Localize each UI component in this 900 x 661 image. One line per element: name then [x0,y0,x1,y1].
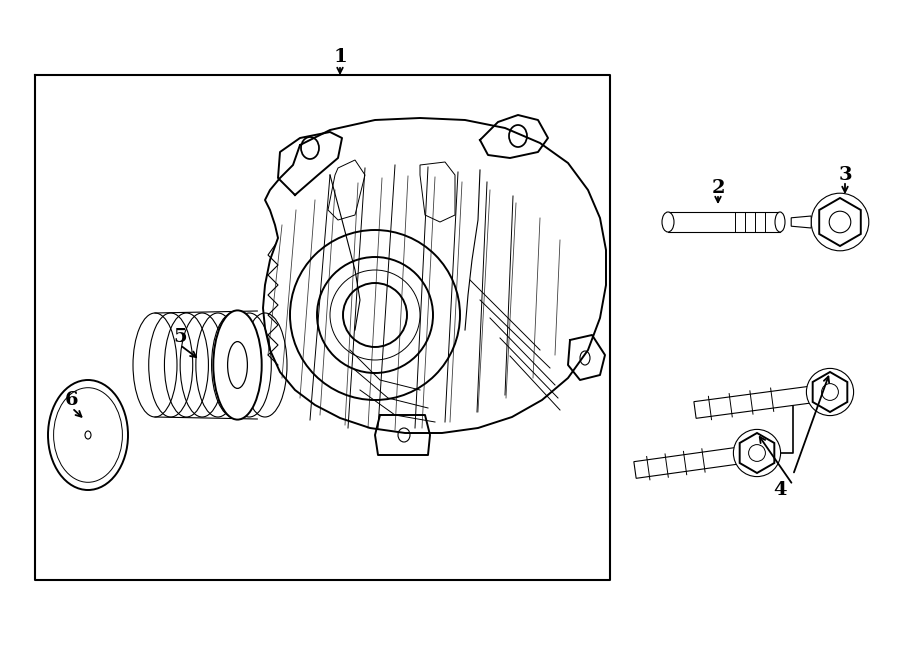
Text: 1: 1 [333,48,346,66]
Ellipse shape [213,311,262,420]
Polygon shape [813,372,847,412]
Ellipse shape [662,212,674,232]
Circle shape [734,430,780,477]
Text: 3: 3 [838,166,851,184]
Polygon shape [668,212,780,232]
Polygon shape [791,216,811,228]
Circle shape [811,193,868,251]
Polygon shape [819,198,860,246]
Text: 6: 6 [65,391,79,409]
Polygon shape [694,386,811,418]
Polygon shape [634,447,738,479]
Text: 5: 5 [173,328,187,346]
Circle shape [806,368,853,416]
Text: 2: 2 [711,179,724,197]
Polygon shape [740,433,774,473]
Text: 4: 4 [773,481,787,499]
Ellipse shape [48,380,128,490]
Ellipse shape [775,212,785,232]
